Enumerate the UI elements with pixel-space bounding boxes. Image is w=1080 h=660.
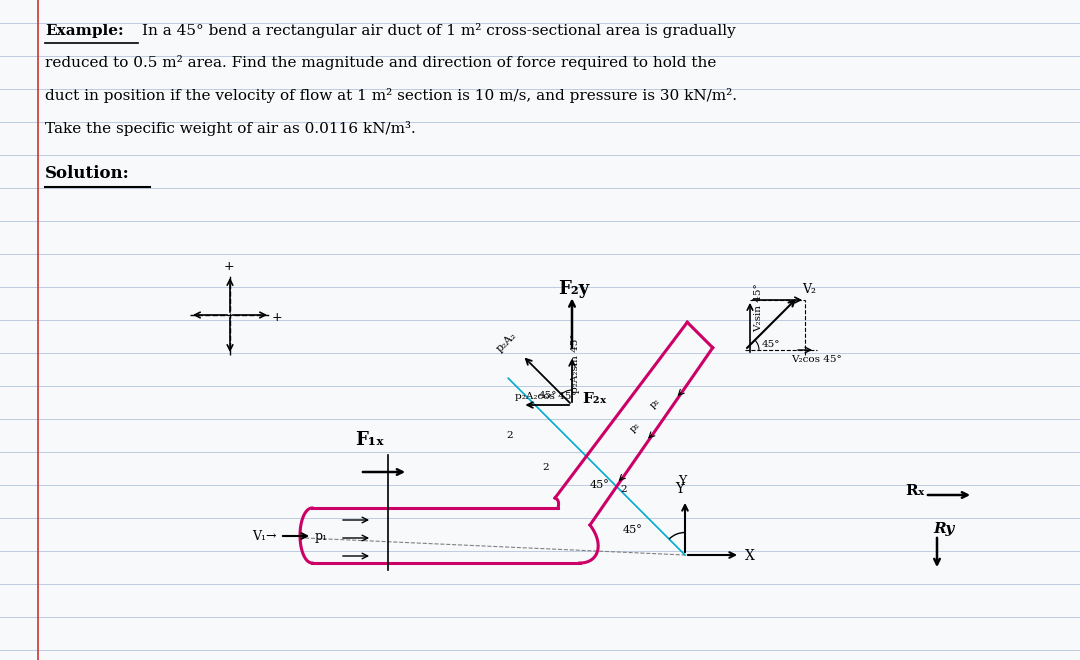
- Text: F₁ₓ: F₁ₓ: [355, 431, 384, 449]
- Text: 45°: 45°: [539, 391, 557, 400]
- Text: In a 45° bend a rectangular air duct of 1 m² cross-sectional area is gradually: In a 45° bend a rectangular air duct of …: [141, 23, 735, 38]
- Text: p₂A₂sin 45°: p₂A₂sin 45°: [571, 333, 581, 393]
- Text: p₂A₂cos 45°: p₂A₂cos 45°: [514, 392, 576, 401]
- Text: Example:: Example:: [45, 24, 123, 38]
- Text: X: X: [745, 549, 755, 563]
- Text: 45°: 45°: [590, 480, 610, 490]
- Text: V₁→: V₁→: [252, 530, 276, 543]
- Text: reduced to 0.5 m² area. Find the magnitude and direction of force required to ho: reduced to 0.5 m² area. Find the magnitu…: [45, 55, 716, 70]
- Text: 2: 2: [620, 485, 626, 494]
- Text: Solution:: Solution:: [45, 165, 130, 182]
- Text: Rₓ: Rₓ: [905, 484, 924, 498]
- Text: 2: 2: [507, 431, 513, 440]
- Text: F₂y: F₂y: [558, 279, 590, 298]
- Text: p₂A₂: p₂A₂: [495, 329, 518, 354]
- Text: V₂sin 45°: V₂sin 45°: [754, 284, 762, 332]
- Text: Ry: Ry: [933, 522, 955, 536]
- Text: F₂ₓ: F₂ₓ: [582, 392, 607, 406]
- Text: p₂: p₂: [648, 397, 661, 410]
- Text: duct in position if the velocity of flow at 1 m² section is 10 m/s, and pressure: duct in position if the velocity of flow…: [45, 88, 737, 103]
- Text: p₂: p₂: [627, 420, 642, 434]
- Text: Y: Y: [678, 475, 686, 488]
- Text: +: +: [224, 260, 234, 273]
- Text: V₂cos 45°: V₂cos 45°: [791, 355, 841, 364]
- Text: +: +: [272, 311, 283, 324]
- Text: 45°: 45°: [762, 340, 781, 349]
- Text: 2: 2: [542, 463, 549, 472]
- Text: Take the specific weight of air as 0.0116 kN/m³.: Take the specific weight of air as 0.011…: [45, 121, 416, 136]
- Text: 45°: 45°: [623, 525, 643, 535]
- Text: p₁: p₁: [315, 530, 328, 543]
- Text: V₂: V₂: [802, 283, 816, 296]
- Text: Y: Y: [675, 482, 684, 496]
